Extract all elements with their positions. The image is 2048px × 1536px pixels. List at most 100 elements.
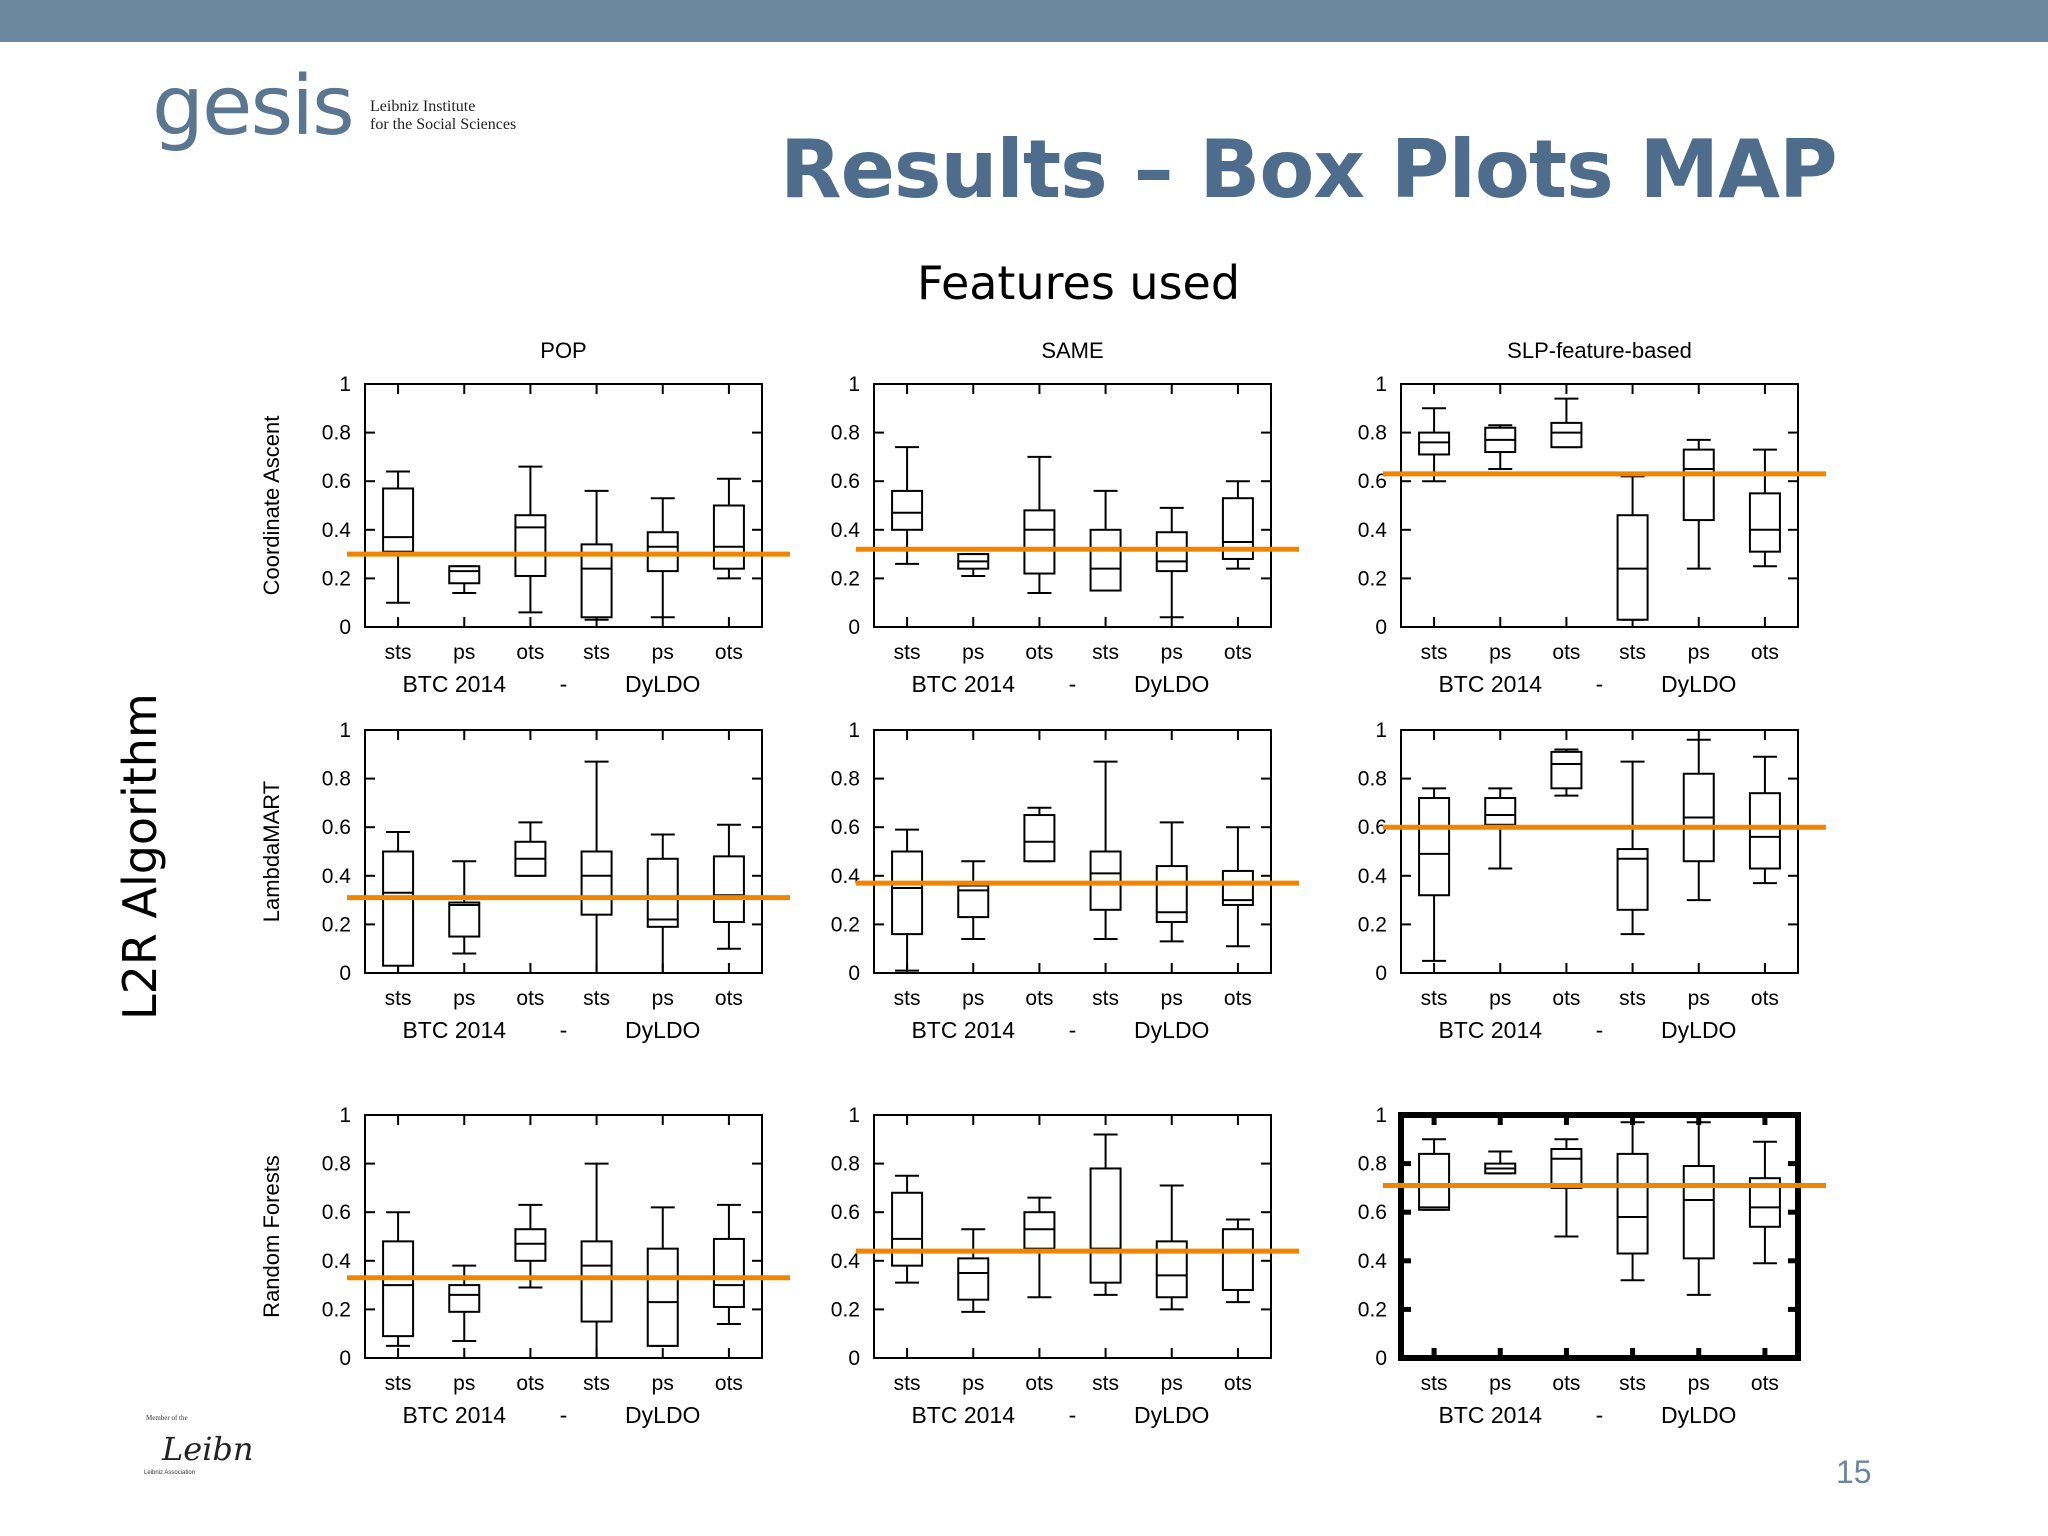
box-sts	[580, 1162, 613, 1359]
box-sts	[580, 760, 613, 974]
x-category-label-ps: ps	[962, 987, 984, 1010]
row-label-coordinate-ascent: Coordinate Ascent	[259, 416, 284, 596]
y-tick-label: 0.8	[1358, 1153, 1387, 1176]
box-ots	[514, 1203, 547, 1289]
x-category-label-ots: ots	[516, 641, 544, 664]
y-tick-label: 0.2	[322, 913, 351, 936]
box-iqr	[1550, 1148, 1583, 1189]
box-iqr	[1616, 514, 1649, 621]
y-tick-label: 1	[848, 719, 860, 742]
group-label-separator: -	[1596, 671, 1604, 697]
y-tick-label: 1	[1375, 1104, 1387, 1127]
x-category-label-sts: sts	[1092, 641, 1119, 664]
box-sts	[1089, 489, 1122, 592]
x-category-label-ots: ots	[1224, 1372, 1252, 1395]
box-ps	[646, 833, 679, 974]
x-category-label-ots: ots	[715, 641, 743, 664]
box-ots	[1221, 826, 1254, 948]
x-category-label-ps: ps	[453, 641, 475, 664]
box-iqr	[1089, 1167, 1122, 1284]
x-category-label-sts: sts	[1619, 987, 1646, 1010]
x-category-label-ps: ps	[1161, 987, 1183, 1010]
column-title-pop: POP	[540, 338, 586, 363]
top-bar	[0, 0, 2048, 42]
y-tick-label: 0	[848, 962, 860, 985]
x-category-label-sts: sts	[385, 641, 412, 664]
box-ps	[1682, 1121, 1715, 1296]
box-sts	[891, 828, 924, 972]
y-tick-label: 0	[1375, 1347, 1387, 1370]
group-label-separator: -	[560, 671, 568, 697]
x-category-label-ots: ots	[1224, 641, 1252, 664]
box-sts	[1418, 1138, 1451, 1211]
y-tick-label: 0	[339, 616, 351, 639]
x-category-label-sts: sts	[1092, 987, 1119, 1010]
group-label-btc-2014: BTC 2014	[1438, 1017, 1542, 1043]
box-iqr	[1221, 1228, 1254, 1291]
gesis-logo-line2: for the Social Sciences	[370, 116, 517, 133]
box-sts	[1418, 787, 1451, 962]
box-ots	[1748, 448, 1781, 568]
box-iqr	[712, 855, 745, 923]
row-label-random-forests: Random Forests	[259, 1155, 284, 1318]
y-tick-label: 0.2	[1358, 1298, 1387, 1321]
box-sts	[382, 1211, 415, 1347]
box-iqr	[1550, 750, 1583, 790]
y-tick-label: 0.6	[1358, 1201, 1387, 1224]
y-tick-label: 0.4	[322, 519, 352, 542]
x-category-label-sts: sts	[894, 987, 921, 1010]
panel-random-forests-pop: 0 0.2 0.4 0.6 0.8 1 sts ps ots sts ps ots BTC 2014 - D…	[322, 1104, 790, 1428]
box-ots	[1023, 806, 1056, 863]
group-label-dyldo: DyLDO	[1134, 1017, 1209, 1043]
group-label-dyldo: DyLDO	[1134, 671, 1209, 697]
x-category-label-sts: sts	[1421, 1372, 1448, 1395]
box-ps	[646, 1206, 679, 1347]
y-tick-label: 0.2	[322, 1298, 351, 1321]
box-iqr	[1089, 528, 1122, 592]
row-label-lambdamart: LambdaMART	[259, 781, 284, 922]
box-ots	[1221, 480, 1254, 570]
box-ps	[448, 565, 481, 594]
box-iqr	[580, 850, 613, 916]
group-label-btc-2014: BTC 2014	[1438, 671, 1542, 697]
box-sts	[1418, 407, 1451, 483]
box-iqr	[448, 565, 481, 585]
box-iqr	[1023, 814, 1056, 863]
box-iqr	[646, 1247, 679, 1347]
leibniz-association-logo: Member of the Leibniz Leibniz Associatio…	[144, 1414, 252, 1476]
group-label-separator: -	[1069, 1017, 1077, 1043]
gesis-logo-subtitle: Leibniz Institute for the Social Science…	[370, 98, 570, 134]
y-tick-label: 1	[339, 373, 351, 396]
x-category-label-sts: sts	[1421, 987, 1448, 1010]
box-iqr	[448, 901, 481, 938]
group-label-separator: -	[560, 1402, 568, 1428]
x-category-label-ots: ots	[1025, 987, 1053, 1010]
x-category-label-ps: ps	[652, 1372, 674, 1395]
y-tick-label: 0.8	[322, 768, 351, 791]
y-tick-label: 0	[339, 962, 351, 985]
plot-frame	[1398, 1112, 1801, 1361]
columns-heading: Features used	[917, 256, 1241, 310]
box-iqr	[957, 1257, 990, 1301]
box-sts	[891, 446, 924, 565]
y-tick-label: 1	[339, 719, 351, 742]
column-title-slp-feature-based: SLP-feature-based	[1507, 338, 1692, 363]
box-iqr	[1550, 421, 1583, 449]
box-iqr	[1748, 492, 1781, 553]
y-tick-label: 1	[1375, 719, 1387, 742]
x-category-label-ots: ots	[1025, 641, 1053, 664]
x-category-label-ots: ots	[1552, 1372, 1580, 1395]
box-sts	[891, 1174, 924, 1284]
y-tick-label: 0.6	[322, 1201, 351, 1224]
group-label-btc-2014: BTC 2014	[911, 1017, 1015, 1043]
box-iqr	[1616, 1152, 1649, 1255]
x-category-label-ps: ps	[652, 987, 674, 1010]
x-category-label-ps: ps	[1489, 987, 1511, 1010]
box-iqr	[1023, 1211, 1056, 1250]
x-category-label-ots: ots	[1552, 987, 1580, 1010]
box-ots	[1023, 455, 1056, 594]
leibniz-logo-member-text: Member of the	[146, 1414, 188, 1422]
group-label-dyldo: DyLDO	[1134, 1402, 1209, 1428]
x-category-label-sts: sts	[583, 1372, 610, 1395]
